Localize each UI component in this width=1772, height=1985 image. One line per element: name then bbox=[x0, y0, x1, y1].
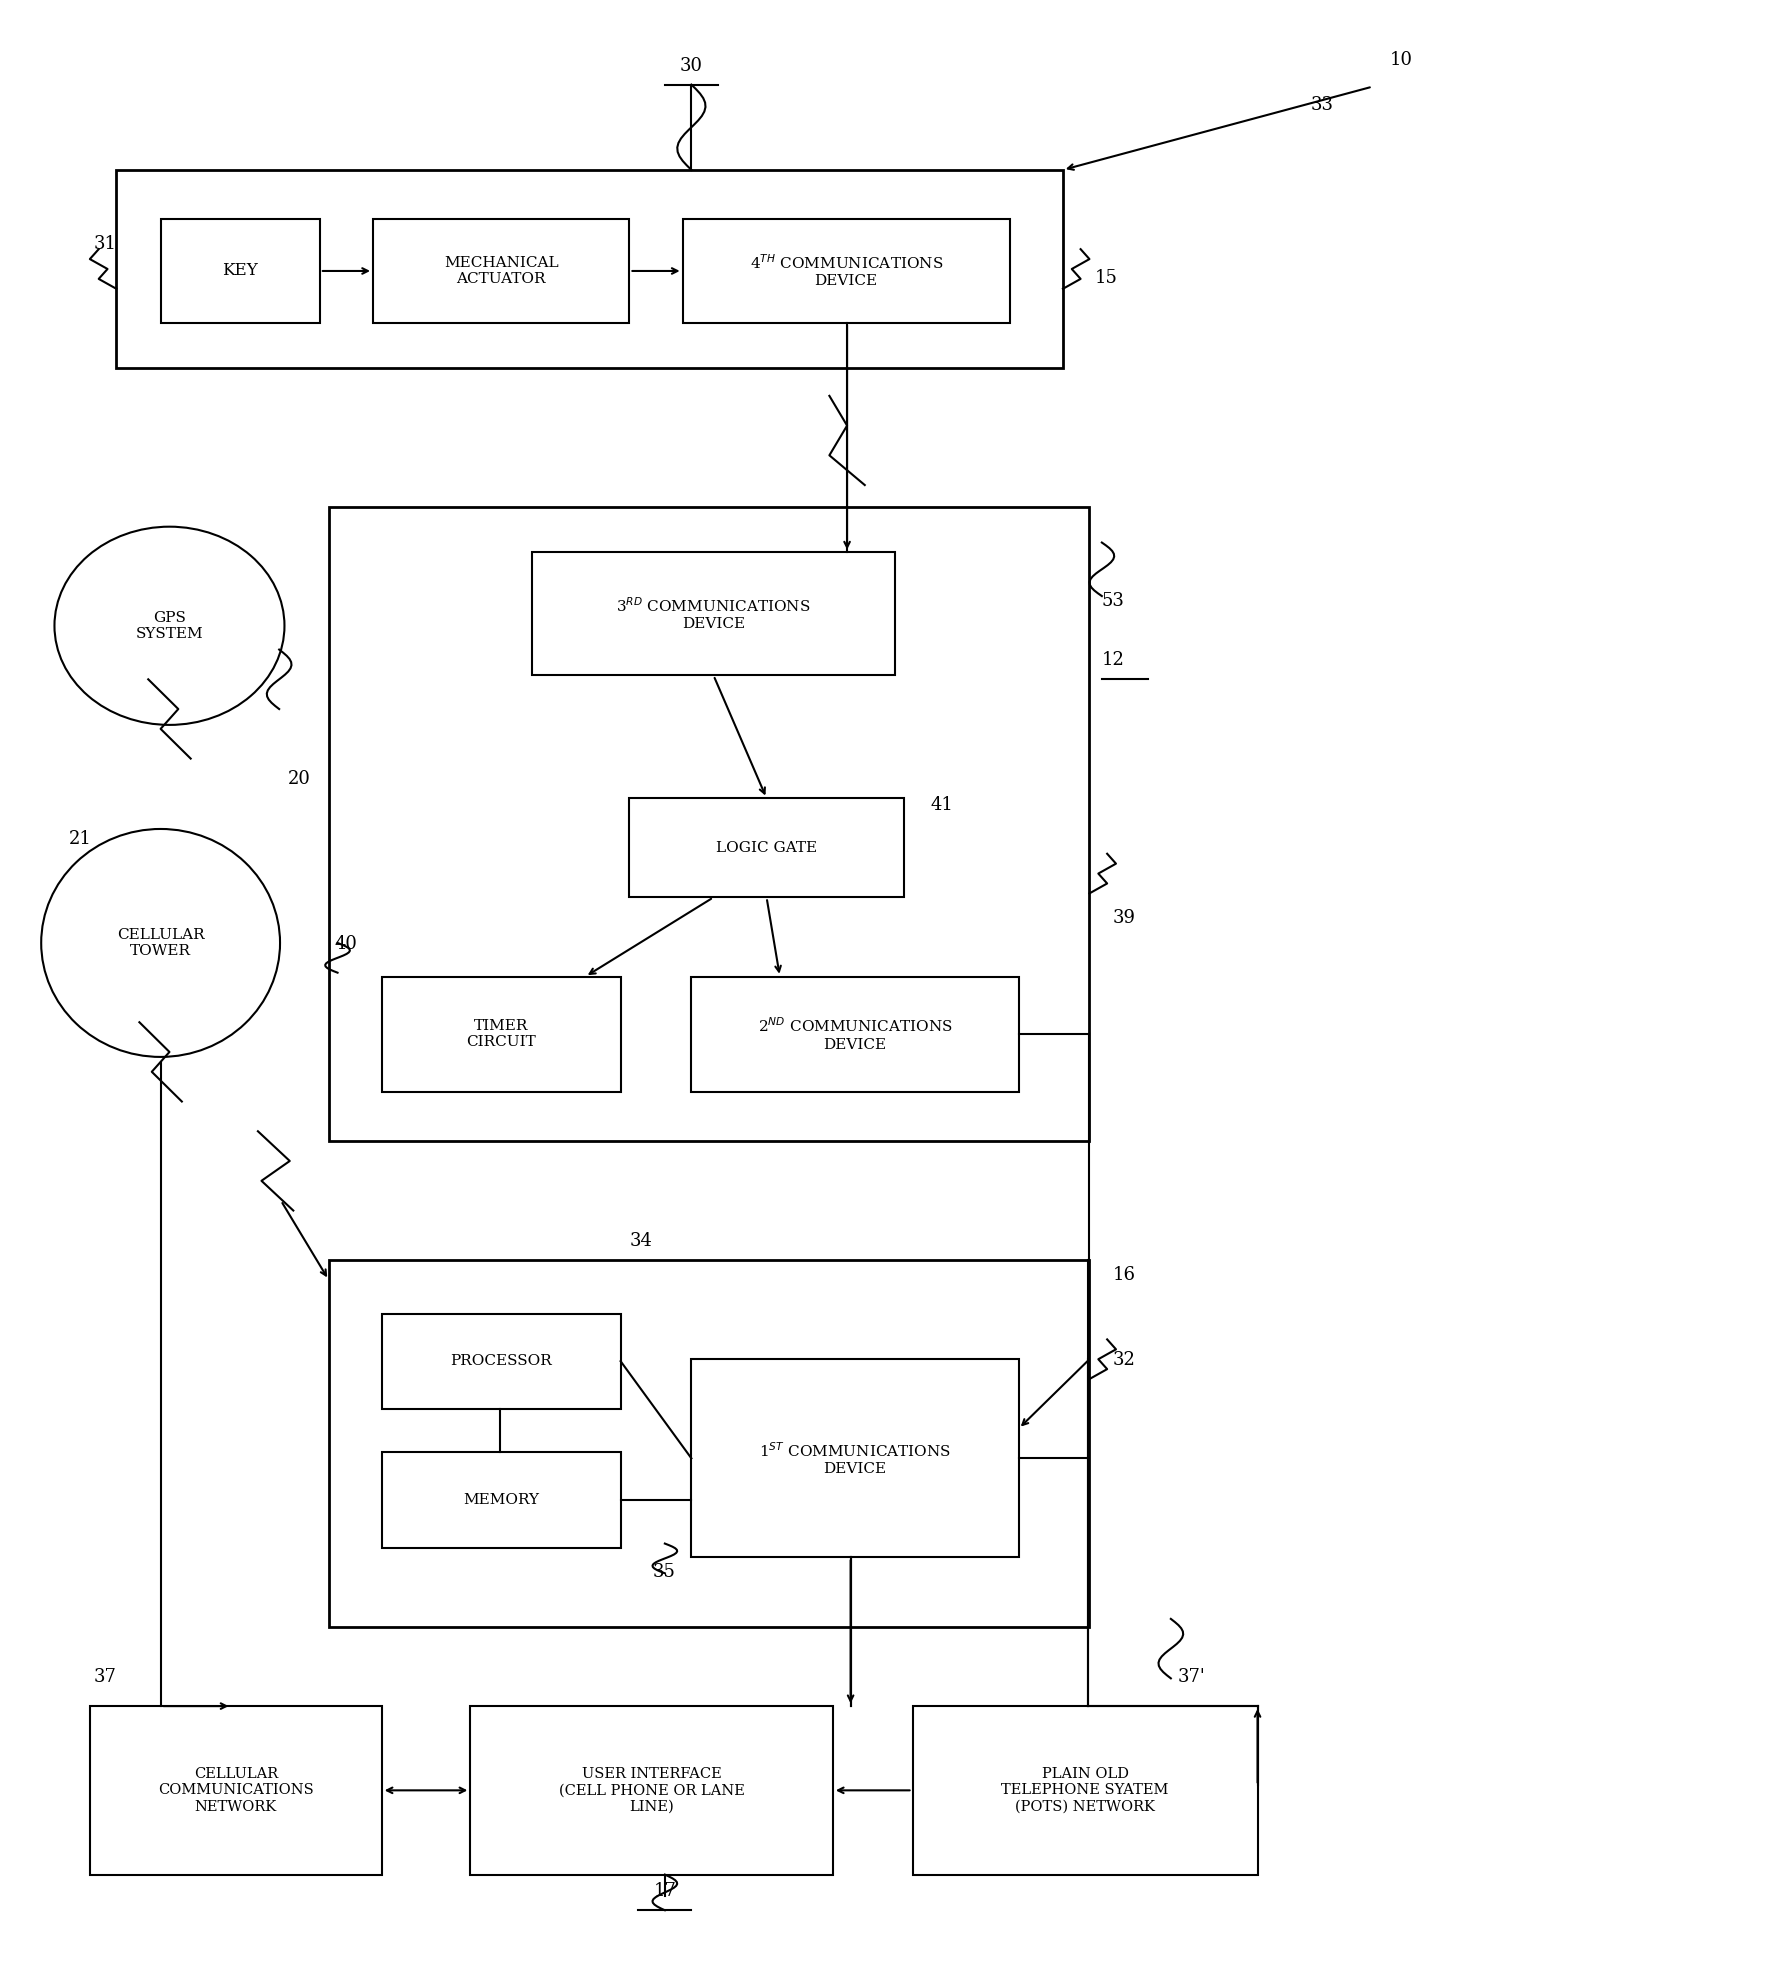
Ellipse shape bbox=[41, 830, 280, 1056]
FancyBboxPatch shape bbox=[532, 552, 895, 675]
Text: 41: 41 bbox=[930, 796, 953, 814]
Text: 20: 20 bbox=[289, 770, 310, 788]
Text: 53: 53 bbox=[1102, 592, 1125, 609]
Text: USER INTERFACE
(CELL PHONE OR LANE
LINE): USER INTERFACE (CELL PHONE OR LANE LINE) bbox=[558, 1767, 744, 1814]
Text: 37: 37 bbox=[94, 1667, 117, 1687]
Text: 4$^{TH}$ COMMUNICATIONS
DEVICE: 4$^{TH}$ COMMUNICATIONS DEVICE bbox=[750, 254, 943, 288]
Text: 31: 31 bbox=[94, 234, 117, 254]
FancyBboxPatch shape bbox=[90, 1705, 381, 1874]
Text: 12: 12 bbox=[1102, 651, 1125, 669]
Text: 39: 39 bbox=[1113, 909, 1136, 927]
Text: MECHANICAL
ACTUATOR: MECHANICAL ACTUATOR bbox=[443, 256, 558, 286]
FancyBboxPatch shape bbox=[913, 1705, 1258, 1874]
FancyBboxPatch shape bbox=[629, 798, 904, 897]
FancyBboxPatch shape bbox=[381, 1314, 620, 1409]
Text: 16: 16 bbox=[1113, 1266, 1136, 1284]
Text: TIMER
CIRCUIT: TIMER CIRCUIT bbox=[466, 1018, 537, 1050]
FancyBboxPatch shape bbox=[470, 1705, 833, 1874]
FancyBboxPatch shape bbox=[682, 220, 1010, 322]
Text: CELLULAR
TOWER: CELLULAR TOWER bbox=[117, 927, 204, 959]
Text: 30: 30 bbox=[680, 58, 703, 75]
Text: 21: 21 bbox=[69, 830, 92, 848]
Text: 2$^{ND}$ COMMUNICATIONS
DEVICE: 2$^{ND}$ COMMUNICATIONS DEVICE bbox=[758, 1016, 953, 1052]
Text: 33: 33 bbox=[1311, 97, 1334, 115]
FancyBboxPatch shape bbox=[372, 220, 629, 322]
FancyBboxPatch shape bbox=[691, 977, 1019, 1092]
Text: PLAIN OLD
TELEPHONE SYATEM
(POTS) NETWORK: PLAIN OLD TELEPHONE SYATEM (POTS) NETWOR… bbox=[1001, 1767, 1170, 1814]
Text: 15: 15 bbox=[1095, 268, 1118, 288]
FancyBboxPatch shape bbox=[117, 171, 1063, 367]
Text: KEY: KEY bbox=[222, 262, 259, 280]
Text: 35: 35 bbox=[652, 1564, 675, 1582]
Text: 17: 17 bbox=[654, 1882, 677, 1900]
FancyBboxPatch shape bbox=[381, 1453, 620, 1548]
FancyBboxPatch shape bbox=[161, 220, 321, 322]
Ellipse shape bbox=[55, 526, 285, 725]
FancyBboxPatch shape bbox=[328, 506, 1090, 1141]
Text: 10: 10 bbox=[1391, 52, 1414, 69]
Text: 40: 40 bbox=[333, 935, 356, 953]
Text: 32: 32 bbox=[1113, 1352, 1136, 1370]
Text: 34: 34 bbox=[629, 1233, 652, 1251]
Text: 3$^{RD}$ COMMUNICATIONS
DEVICE: 3$^{RD}$ COMMUNICATIONS DEVICE bbox=[617, 596, 812, 631]
FancyBboxPatch shape bbox=[381, 977, 620, 1092]
Text: PROCESSOR: PROCESSOR bbox=[450, 1354, 553, 1368]
Text: GPS
SYSTEM: GPS SYSTEM bbox=[136, 611, 204, 641]
Text: 37': 37' bbox=[1178, 1667, 1205, 1687]
Text: LOGIC GATE: LOGIC GATE bbox=[716, 842, 817, 856]
FancyBboxPatch shape bbox=[328, 1260, 1090, 1628]
Text: MEMORY: MEMORY bbox=[462, 1493, 539, 1507]
Text: CELLULAR
COMMUNICATIONS
NETWORK: CELLULAR COMMUNICATIONS NETWORK bbox=[158, 1767, 314, 1814]
FancyBboxPatch shape bbox=[691, 1360, 1019, 1558]
Text: 1$^{ST}$ COMMUNICATIONS
DEVICE: 1$^{ST}$ COMMUNICATIONS DEVICE bbox=[758, 1441, 952, 1475]
